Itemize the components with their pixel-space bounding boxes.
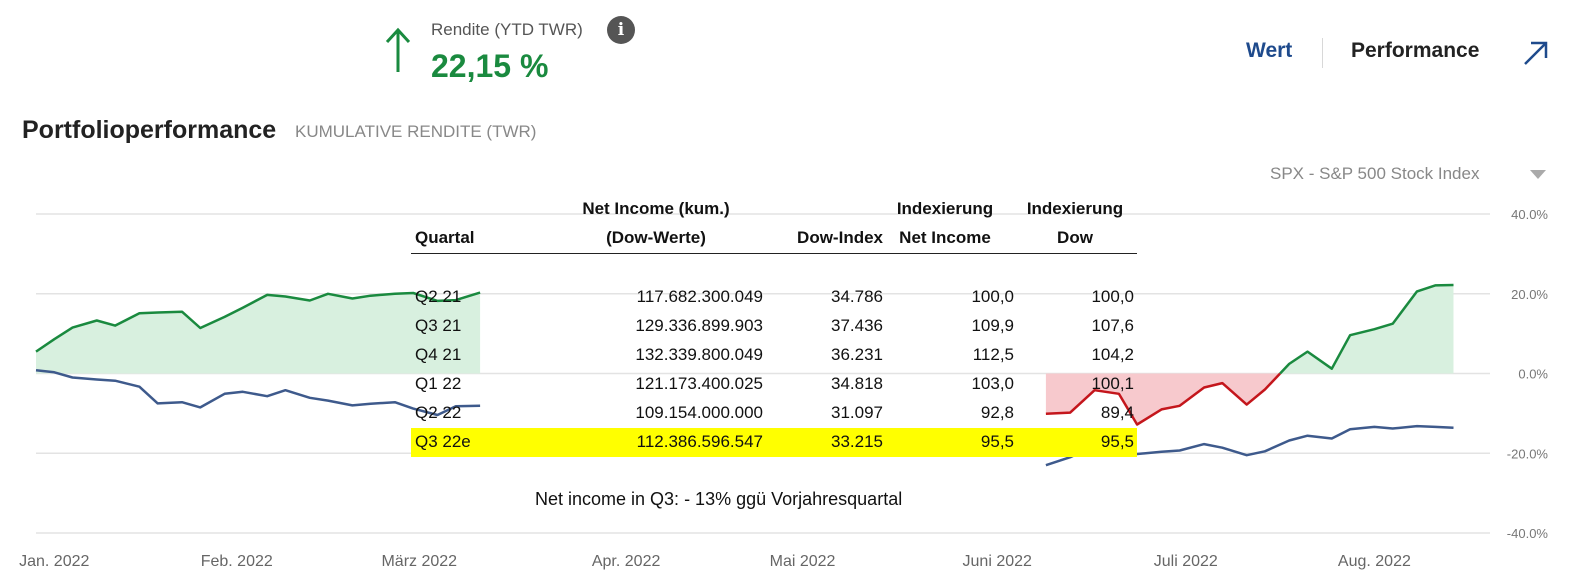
x-tick-label: Mai 2022 [770,553,836,570]
tab-wert[interactable]: Wert [1246,39,1293,62]
table-cell-dow-index: 31.097 [831,403,883,422]
x-tick-label: März 2022 [381,553,457,570]
table-row: Q2 21 117.682.300.049 34.786 100,0 100,0 [411,283,1137,312]
table-body: Q2 21 117.682.300.049 34.786 100,0 100,0 Q3 2… [411,283,1137,457]
table-cell-quartal: Q1 22 [415,374,462,393]
table-header-row-1: Net Income (kum.) Indexierung Indexierun… [411,195,1137,224]
table-cell-quartal: Q3 22e [415,432,471,451]
x-tick-label: Jan. 2022 [19,553,89,570]
table-note: Net income in Q3: - 13% ggü Vorjahresqua… [535,489,903,509]
col-header-net-income-sub: (Dow-Werte) [606,228,706,247]
table-cell-dow-index: 37.436 [831,316,883,335]
table-rule [411,253,1137,254]
col-header-quartal: Quartal [415,228,475,247]
table-cell-idx-ni: 100,0 [971,287,1014,306]
col-header-idx-net-income-sub: Net Income [899,228,991,247]
table-cell-net-income: 129.336.899.903 [635,316,763,335]
table-cell-dow-index: 33.215 [831,432,883,451]
table-row: Q4 21 132.339.800.049 36.231 112,5 104,2 [411,341,1137,370]
table-header-row-2: Quartal (Dow-Werte) Dow-Index Net Income… [411,224,1137,253]
index-selector[interactable]: SPX - S&P 500 Stock Index [1270,164,1480,183]
caret-down-icon[interactable] [1530,170,1546,179]
table-cell-quartal: Q2 21 [415,287,462,306]
arrow-up-icon [385,27,411,72]
y-tick-label: 40.0% [1511,207,1548,222]
table-cell-idx-ni: 103,0 [971,374,1014,393]
x-tick-label: Juni 2022 [963,553,1032,570]
table-cell-quartal: Q4 21 [415,345,462,364]
rendite-value: 22,15 % [431,48,549,84]
table-cell-net-income: 132.339.800.049 [635,345,763,364]
portfolio-area [1045,373,1281,425]
table-row: Q2 22 109.154.000.000 31.097 92,8 89,4 [411,399,1137,428]
table-cell-idx-dow: 89,4 [1100,403,1134,422]
col-header-idx-net-income: Indexierung [896,199,994,218]
table-cell-quartal: Q2 22 [415,403,462,422]
table-cell-dow-index: 34.786 [831,287,883,306]
table-cell-idx-ni: 112,5 [972,345,1014,364]
x-tick-label: Juli 2022 [1154,553,1218,570]
table-cell-idx-ni: 92,8 [980,403,1014,422]
portfolio-area [36,292,481,374]
x-tick-label: Apr. 2022 [592,553,661,570]
table-row: Q3 22e 112.386.596.547 33.215 95,5 95,5 [411,428,1137,457]
rendite-label: Rendite (YTD TWR) [431,20,583,39]
table-row: Q1 22 121.173.400.025 34.818 103,0 100,1 [411,370,1137,399]
table-cell-idx-dow: 107,6 [1091,316,1134,335]
table-cell-quartal: Q3 21 [415,316,462,335]
portfolio-line [1279,283,1454,375]
table-cell-idx-ni: 95,5 [980,432,1014,451]
y-tick-label: -40.0% [1507,526,1549,541]
table-cell-idx-ni: 109,9 [971,316,1014,335]
table-cell-net-income: 121.173.400.025 [635,374,763,393]
portfolio-line [1045,372,1282,426]
info-icon[interactable]: i [607,16,635,44]
col-header-idx-dow-sub: Dow [1057,228,1093,247]
tab-divider [1322,38,1323,68]
x-tick-label: Feb. 2022 [201,553,273,570]
expand-arrow-icon[interactable] [1520,38,1550,68]
table-row: Q3 21 129.336.899.903 37.436 109,9 107,6 [411,312,1137,341]
col-header-net-income: Net Income (kum.) [582,199,730,218]
table-cell-idx-dow: 100,0 [1091,287,1134,306]
col-header-idx-dow: Indexierung [1026,199,1124,218]
table-cell-idx-dow: 104,2 [1091,345,1134,364]
table-cell-net-income: 109.154.000.000 [635,403,763,422]
table-cell-net-income: 117.682.300.049 [636,287,763,306]
col-header-dow-index: Dow-Index [797,228,883,247]
table-cell-net-income: 112.386.596.547 [636,432,763,451]
index-line [35,369,481,417]
overlay-table: Net Income (kum.) Indexierung Indexierun… [411,195,1137,457]
tab-performance[interactable]: Performance [1351,39,1480,62]
chart-subtitle: KUMULATIVE RENDITE (TWR) [295,122,537,141]
y-tick-label: -20.0% [1507,446,1549,461]
table-cell-idx-dow: 95,5 [1100,432,1134,451]
table-cell-idx-dow: 100,1 [1091,374,1134,393]
y-tick-label: 20.0% [1511,287,1548,302]
table-cell-dow-index: 34.818 [831,374,883,393]
x-tick-label: Aug. 2022 [1338,553,1411,570]
portfolio-area [1280,285,1454,374]
y-tick-label: 0.0% [1518,367,1548,382]
table-cell-dow-index: 36.231 [831,345,883,364]
portfolio-line [35,291,481,353]
chart-title: Portfolioperformance [22,116,277,144]
